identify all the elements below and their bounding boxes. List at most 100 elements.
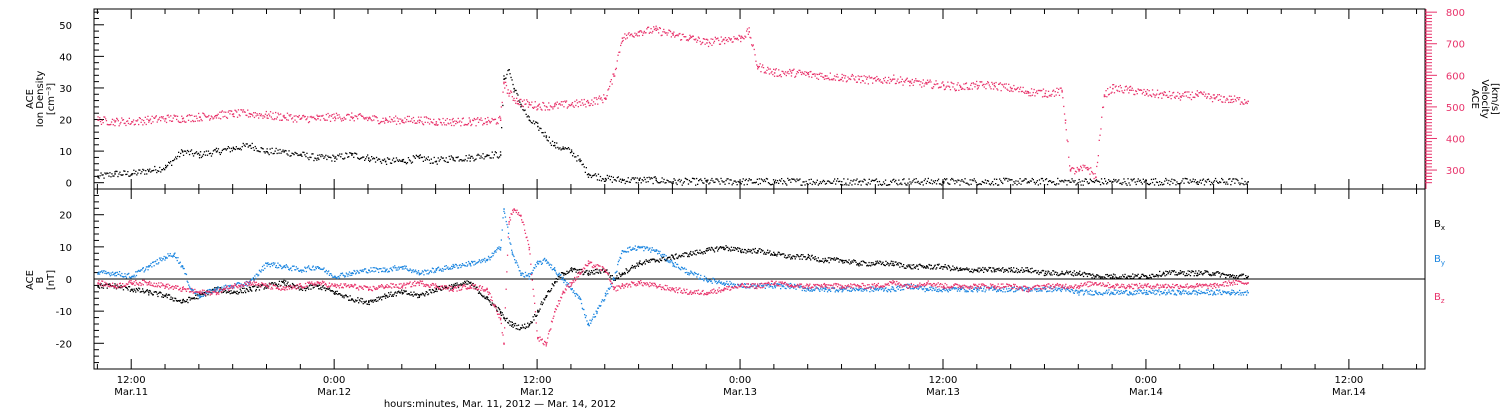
data-point: [735, 248, 737, 250]
data-point: [1009, 86, 1012, 88]
data-point: [1229, 101, 1231, 103]
data-point: [178, 300, 180, 302]
data-point: [178, 262, 180, 264]
data-point: [238, 292, 240, 294]
data-point: [136, 271, 138, 273]
data-point: [1146, 89, 1149, 91]
data-point: [986, 269, 988, 271]
data-point: [265, 287, 267, 289]
data-point: [197, 298, 199, 300]
data-point: [866, 265, 868, 267]
data-point: [343, 297, 345, 299]
data-point: [1120, 276, 1122, 278]
data-point: [162, 258, 164, 260]
data-point: [198, 112, 200, 115]
data-point: [176, 118, 178, 121]
data-point: [269, 148, 271, 150]
data-point: [773, 251, 775, 253]
data-point: [268, 282, 271, 284]
data-point: [270, 152, 272, 154]
data-point: [512, 83, 514, 86]
data-point: [440, 289, 442, 291]
data-point: [359, 113, 361, 115]
data-point: [758, 248, 760, 250]
data-point: [697, 36, 700, 38]
data-point: [1042, 180, 1045, 182]
data-point: [750, 179, 752, 181]
data-point: [1041, 270, 1043, 272]
data-point: [642, 262, 644, 264]
data-point: [733, 246, 735, 249]
data-point: [1058, 88, 1060, 90]
data-point: [376, 268, 378, 270]
data-point: [597, 272, 600, 274]
data-point: [698, 180, 700, 182]
data-point: [1239, 97, 1241, 99]
data-point: [203, 293, 205, 295]
data-point: [544, 257, 546, 260]
data-point: [652, 258, 654, 261]
data-point: [763, 251, 766, 253]
data-point: [637, 31, 639, 33]
data-point: [507, 232, 510, 234]
data-point: [601, 178, 604, 180]
data-point: [658, 27, 661, 29]
data-point: [553, 145, 555, 147]
data-point: [570, 267, 573, 269]
data-point: [432, 122, 434, 124]
data-point: [1243, 103, 1245, 105]
data-point: [1170, 272, 1172, 274]
data-point: [127, 289, 129, 291]
data-point: [1163, 183, 1165, 185]
data-point: [743, 38, 745, 40]
data-point: [573, 290, 575, 292]
data-point: [1094, 275, 1096, 277]
data-point: [293, 153, 295, 156]
data-point: [357, 114, 360, 116]
data-point: [1118, 90, 1121, 93]
data-point: [410, 291, 412, 293]
data-point: [454, 160, 456, 162]
data-point: [720, 177, 722, 180]
data-point: [1046, 274, 1048, 276]
data-point: [592, 104, 594, 106]
data-point: [487, 154, 489, 157]
data-point: [782, 70, 784, 73]
data-point: [449, 119, 451, 121]
data-point: [211, 292, 213, 294]
data-point: [268, 153, 270, 156]
data-point: [986, 83, 988, 85]
data-point: [669, 30, 672, 33]
data-point: [230, 110, 232, 112]
data-point: [938, 263, 940, 265]
data-point: [992, 184, 995, 186]
data-point: [407, 293, 409, 295]
data-point: [1092, 173, 1094, 175]
data-point: [1098, 139, 1100, 141]
data-point: [976, 270, 979, 273]
data-point: [721, 246, 723, 249]
data-point: [738, 34, 740, 37]
data-point: [300, 117, 302, 120]
data-point: [1126, 276, 1128, 278]
data-point: [124, 285, 126, 287]
data-point: [1132, 277, 1135, 279]
data-point: [267, 117, 269, 119]
data-point: [975, 269, 977, 271]
data-point: [928, 81, 930, 83]
data-point: [565, 284, 567, 286]
data-point: [177, 300, 179, 302]
data-point: [635, 182, 637, 184]
data-point: [200, 295, 202, 298]
data-point: [242, 292, 244, 294]
data-point: [453, 265, 455, 267]
data-point: [1173, 270, 1175, 272]
data-point: [902, 265, 904, 268]
data-point: [766, 178, 769, 180]
data-point: [290, 286, 292, 288]
data-point: [827, 257, 829, 259]
data-point: [619, 51, 621, 53]
data-point: [1108, 93, 1110, 95]
data-point: [265, 262, 267, 264]
